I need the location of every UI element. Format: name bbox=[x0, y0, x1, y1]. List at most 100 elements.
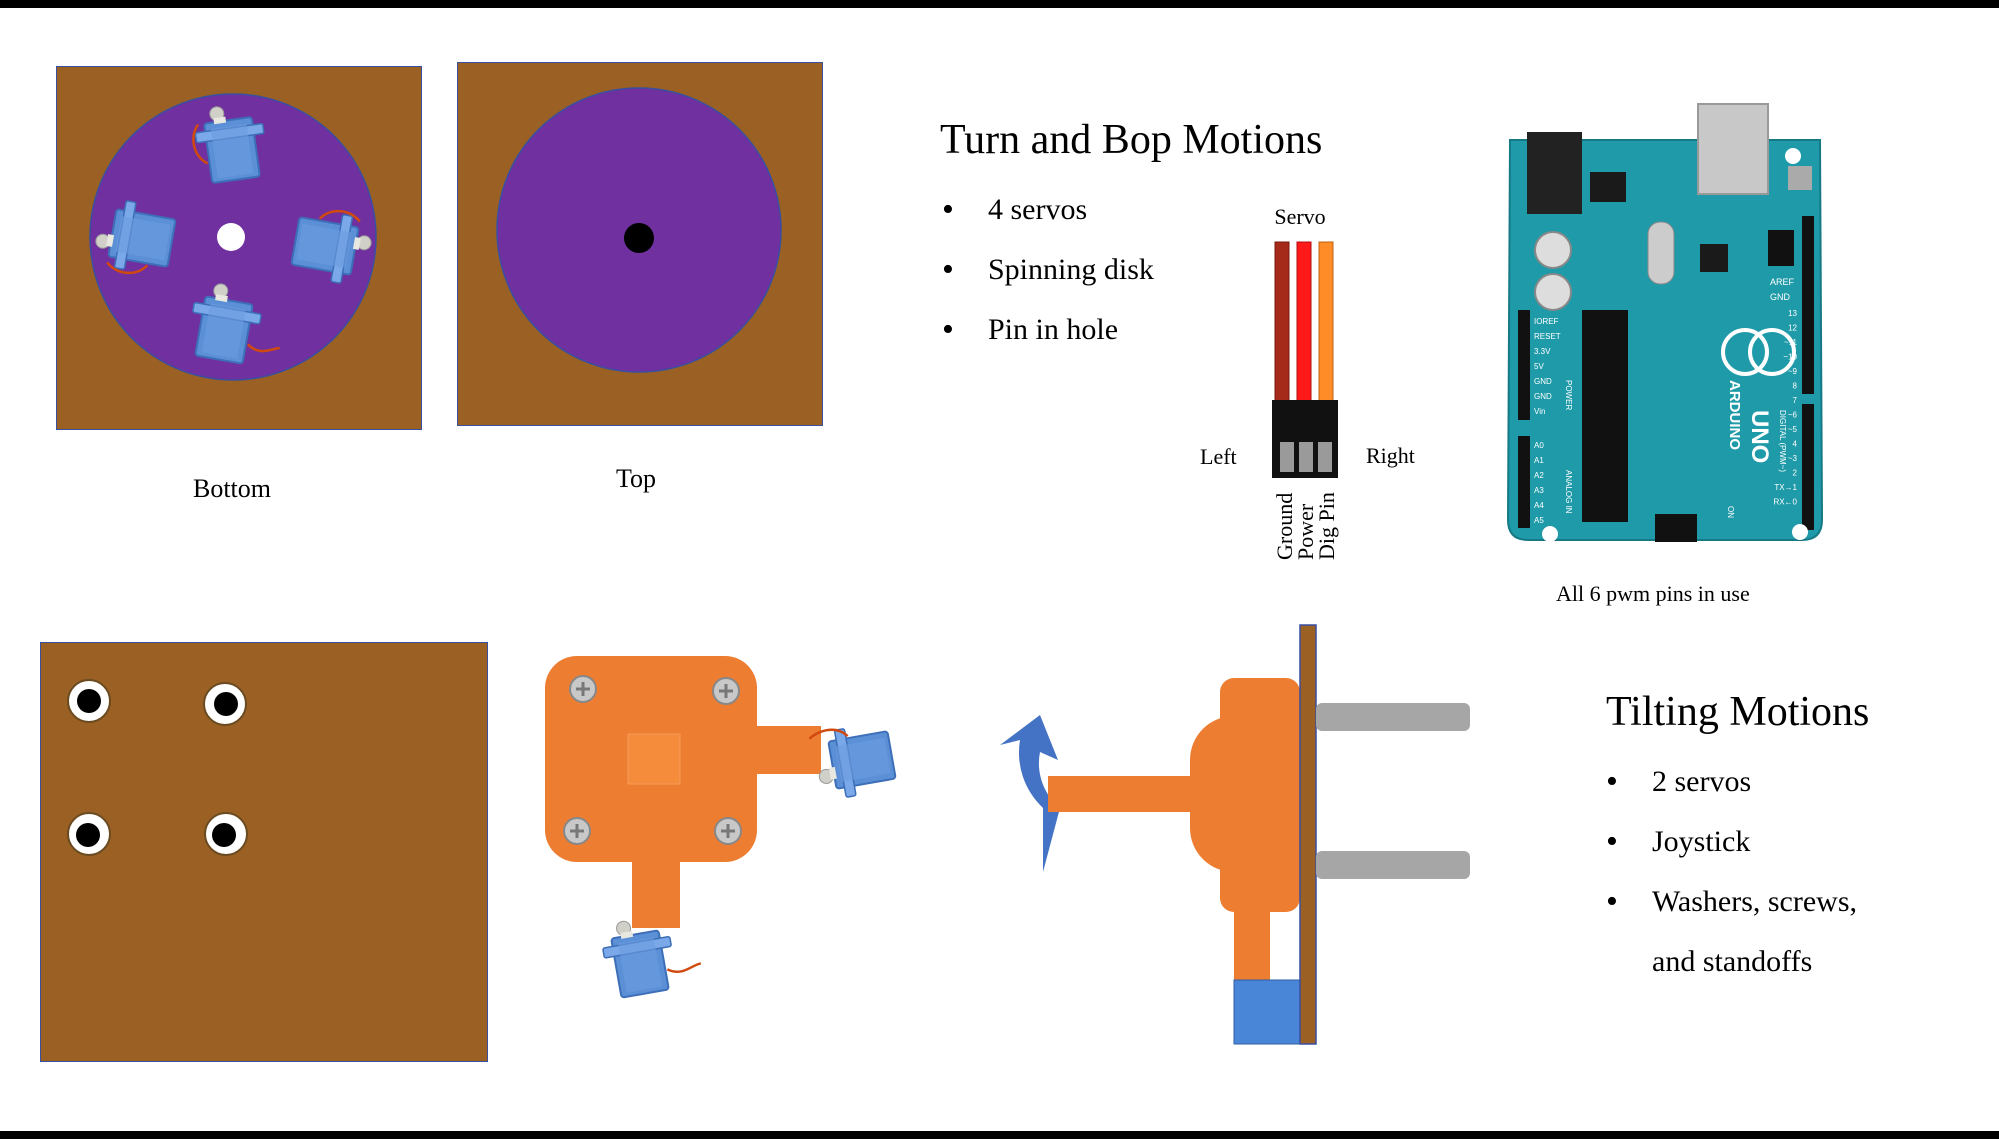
reset-button bbox=[1788, 166, 1812, 190]
icsp-header-2 bbox=[1655, 514, 1697, 542]
pin-label: GND bbox=[1534, 377, 1552, 386]
tilting-bullet-cont: and standoffs bbox=[1652, 945, 1813, 978]
washer-hole bbox=[67, 812, 111, 856]
servo-top-icon bbox=[191, 99, 271, 186]
servo-tilt-x-icon bbox=[808, 720, 899, 803]
servo-bottom-icon bbox=[184, 278, 280, 367]
mount-hole bbox=[1542, 526, 1558, 542]
regulator-chip bbox=[1590, 172, 1626, 202]
pin-label: 7 bbox=[1793, 396, 1798, 405]
pin-label: TX→1 bbox=[1774, 483, 1797, 492]
digital-header-low bbox=[1802, 404, 1814, 530]
mount-center-square bbox=[627, 733, 681, 785]
screw-icon bbox=[714, 817, 742, 845]
usb-port bbox=[1697, 103, 1769, 195]
pin-label: 13 bbox=[1788, 309, 1797, 318]
connector-pin bbox=[1280, 442, 1294, 472]
servo-side-icon bbox=[1233, 979, 1301, 1045]
pin-label: A2 bbox=[1534, 471, 1544, 480]
pin-label: GND bbox=[1534, 392, 1552, 401]
tilting-list: 2 servos Joystick Washers, screws, and s… bbox=[1606, 752, 1857, 992]
mount-side bbox=[1220, 678, 1300, 912]
bottom-disk-hole bbox=[217, 223, 245, 251]
pin-label: 4 bbox=[1793, 440, 1798, 449]
pin-label: RX←0 bbox=[1773, 498, 1797, 507]
pin-label: 2 bbox=[1793, 469, 1798, 478]
pin-label: ~11 bbox=[1784, 338, 1798, 347]
arduino-brand-text: ARDUINO bbox=[1726, 380, 1743, 450]
servo-left-icon bbox=[90, 195, 179, 278]
arduino-power-label: POWER bbox=[1564, 380, 1573, 410]
screw-icon bbox=[569, 675, 597, 703]
mount-hole bbox=[1792, 524, 1808, 540]
pin-label: 3.3V bbox=[1534, 347, 1551, 356]
arduino-logo bbox=[1721, 328, 1769, 376]
washer-hole bbox=[203, 682, 247, 726]
pin-label: 5V bbox=[1534, 362, 1544, 371]
turn-bop-bullet: Spinning disk bbox=[942, 240, 1154, 300]
connector-pin bbox=[1299, 442, 1313, 472]
pin-label: A4 bbox=[1534, 501, 1544, 510]
servo-tilt-y-icon bbox=[597, 912, 702, 1001]
pin-label: Vin bbox=[1534, 407, 1545, 416]
arduino-analog-label: ANALOG IN bbox=[1564, 470, 1573, 514]
power-pin-labels: IOREF RESET 3.3V 5V GND GND Vin bbox=[1534, 317, 1561, 416]
pin-label: ~10 bbox=[1783, 353, 1797, 362]
bottom-border bbox=[0, 1131, 1999, 1139]
analog-pin-labels: A0 A1 A2 A3 A4 A5 bbox=[1534, 441, 1544, 525]
tilting-bullet: Washers, screws, bbox=[1606, 872, 1857, 932]
capacitor bbox=[1534, 273, 1572, 311]
standoff bbox=[1316, 703, 1470, 731]
arduino-on-label: ON bbox=[1726, 506, 1735, 518]
icsp-header bbox=[1768, 230, 1794, 266]
connector-left-label: Left bbox=[1200, 444, 1237, 469]
pin-label: A5 bbox=[1534, 516, 1544, 525]
digital-pin-labels: 13 12 ~11 ~10 ~9 8 7 ~6 ~5 4 ~3 2 TX→1 RX←0 bbox=[1773, 309, 1797, 507]
servo-connector-title: Servo bbox=[1274, 204, 1326, 229]
connector-right-label: Right bbox=[1366, 443, 1415, 468]
pin-label: A0 bbox=[1534, 441, 1544, 450]
capacitor bbox=[1534, 231, 1572, 269]
pin-label: ~3 bbox=[1788, 454, 1798, 463]
usb-chip bbox=[1700, 244, 1728, 272]
atmega-chip bbox=[1582, 310, 1628, 522]
mount-side-arm bbox=[1234, 910, 1270, 982]
bottom-caption: Bottom bbox=[192, 474, 271, 503]
servo-right-icon bbox=[288, 206, 377, 289]
standoff bbox=[1316, 851, 1470, 879]
arduino-digital-label: DIGITAL (PWM~) bbox=[1778, 410, 1787, 472]
pin-label: A3 bbox=[1534, 486, 1544, 495]
arduino-model-text: UNO bbox=[1746, 410, 1773, 463]
tilt-base-board bbox=[40, 642, 488, 1062]
mount-arm-bottom bbox=[632, 860, 680, 928]
pin-label: 8 bbox=[1793, 382, 1798, 391]
washer-hole bbox=[67, 679, 111, 723]
joystick-lever bbox=[1048, 776, 1193, 812]
pin-label: ~6 bbox=[1788, 411, 1798, 420]
tilting-bullet: 2 servos bbox=[1606, 752, 1857, 812]
pin-label: ~5 bbox=[1788, 425, 1798, 434]
mount-hole bbox=[1785, 148, 1801, 164]
mount-arm-right bbox=[755, 726, 821, 774]
crystal bbox=[1647, 221, 1675, 285]
dc-jack bbox=[1527, 132, 1582, 214]
screw-icon bbox=[712, 677, 740, 705]
top-caption: Top bbox=[615, 464, 657, 493]
side-board bbox=[1299, 624, 1317, 1045]
washer-hole bbox=[204, 812, 248, 856]
top-border bbox=[0, 0, 1999, 8]
pin-label: IOREF bbox=[1534, 317, 1559, 326]
arduino-aref-text: AREF bbox=[1770, 277, 1795, 287]
pin-label: A1 bbox=[1534, 456, 1544, 465]
digital-header-high bbox=[1802, 216, 1814, 394]
rotation-arrow-icon bbox=[1000, 715, 1060, 872]
turn-bop-title: Turn and Bop Motions bbox=[940, 117, 1323, 163]
turn-bop-bullet: 4 servos bbox=[942, 180, 1154, 240]
connector-pin bbox=[1318, 442, 1332, 472]
screw-icon bbox=[563, 817, 591, 845]
arduino-caption: All 6 pwm pins in use bbox=[1556, 581, 1750, 606]
